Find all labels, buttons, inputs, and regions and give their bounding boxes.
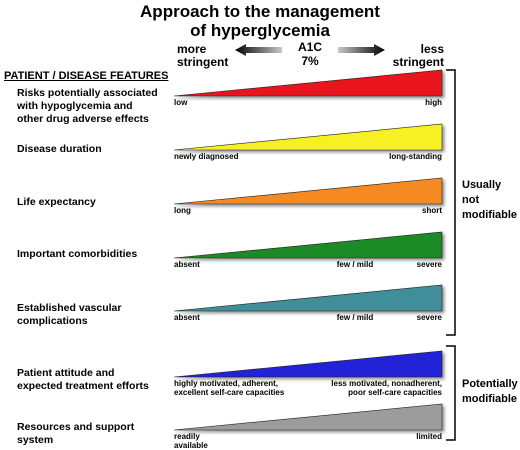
title-line-2: of hyperglycemia [190, 21, 330, 40]
more-stringent-label: more stringent [177, 43, 228, 69]
a1c-value: 7% [301, 54, 319, 68]
arrow-left-icon [235, 44, 282, 56]
resources-left-tick: readily available [174, 432, 208, 450]
wedge-duration [173, 123, 443, 151]
usually-not-modifiable-label: Usually not modifiable [462, 179, 518, 221]
bracket-modifiable [446, 345, 456, 441]
life-right-tick: short [422, 206, 442, 215]
attitude-left-tick: highly motivated, adherent, excellent se… [174, 379, 285, 397]
less-stringent-label: less stringent [384, 43, 444, 69]
risks-right-tick: high [425, 98, 442, 107]
comorb-left-tick: absent [174, 260, 200, 269]
stringent-right-label: stringent [392, 55, 444, 69]
more-label: more [177, 42, 207, 56]
bracket-not-modifiable [446, 69, 456, 336]
diagram-title: Approach to the management of hyperglyce… [0, 2, 520, 40]
comorb-right-tick: severe [416, 260, 442, 269]
resources-right-tick: limited [416, 432, 442, 441]
feature-label-risks: Risks potentially associated with hypogl… [17, 87, 158, 125]
duration-left-tick: newly diagnosed [174, 152, 239, 161]
feature-label-vascular: Established vascular complications [17, 302, 122, 327]
feature-label-attitude: Patient attitude and expected treatment … [17, 367, 149, 392]
comorb-mid-tick: few / mild [336, 260, 374, 269]
wedge-comorbidities [173, 231, 443, 259]
arrow-right-icon [338, 44, 385, 56]
vascular-left-tick: absent [174, 313, 200, 322]
potentially-modifiable-label: Potentially modifiable [462, 378, 518, 405]
wedge-risks [173, 69, 443, 97]
life-left-tick: long [174, 206, 191, 215]
title-line-1: Approach to the management [140, 2, 380, 21]
vascular-right-tick: severe [416, 313, 442, 322]
less-label: less [420, 42, 444, 56]
features-header: PATIENT / DISEASE FEATURES [4, 70, 169, 82]
risks-left-tick: low [174, 98, 188, 107]
a1c-text: A1C [297, 40, 322, 54]
attitude-right-tick: less motivated, nonadherent, poor self-c… [331, 379, 442, 397]
feature-label-duration: Disease duration [17, 143, 102, 155]
wedge-attitude [173, 350, 443, 378]
wedge-vascular [173, 284, 443, 312]
feature-label-comorbidities: Important comorbidities [17, 248, 138, 260]
wedge-life-expectancy [173, 177, 443, 205]
stringent-left-label: stringent [177, 55, 229, 69]
a1c-label: A1C 7% [285, 40, 335, 68]
duration-right-tick: long-standing [389, 152, 442, 161]
vascular-mid-tick: few / mild [336, 313, 374, 322]
feature-label-resources: Resources and support system [17, 421, 135, 446]
feature-label-life-expectancy: Life expectancy [17, 196, 96, 208]
wedge-resources [173, 403, 443, 431]
